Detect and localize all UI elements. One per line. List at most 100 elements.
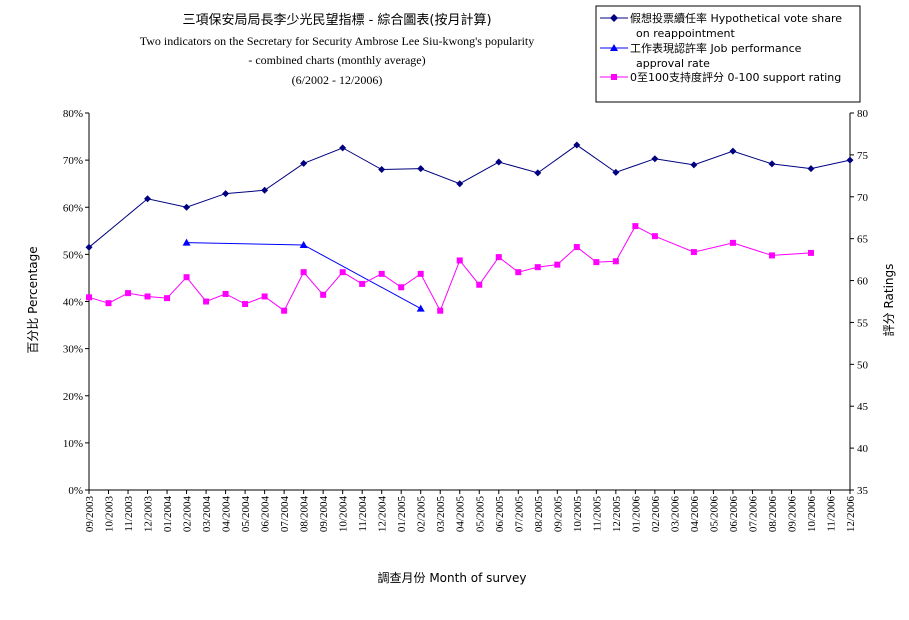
y-left-tick-label: 70%	[63, 155, 83, 167]
y-axis-right-ticks: 35 40 45 50 55 60 65 70 75 80	[850, 108, 869, 497]
y-left-tick-label: 60%	[63, 202, 83, 214]
data-point-square	[300, 269, 307, 276]
x-tick-label: 01/2004	[162, 496, 174, 533]
series-layer	[85, 141, 854, 314]
x-tick-label: 02/2004	[182, 496, 194, 533]
y-left-tick-label: 20%	[63, 391, 83, 403]
data-point-square	[554, 261, 561, 268]
x-tick-label: 11/2003	[123, 496, 135, 532]
y-left-tick-label: 80%	[63, 108, 83, 120]
legend-label-vote-share-1: 假想投票續任率 Hypothetical vote share	[630, 11, 842, 25]
x-tick-label: 05/2005	[474, 496, 486, 533]
y-left-tick-label: 50%	[63, 249, 83, 261]
data-point-square	[632, 223, 639, 230]
x-tick-label: 07/2004	[279, 496, 291, 533]
data-point-square	[359, 280, 366, 287]
series-1	[182, 238, 425, 312]
data-point-triangle	[299, 240, 308, 248]
chart-title-text: 三項保安局局長李少光民望指標 - 綜合圖表(按月計算)	[182, 12, 491, 28]
y-left-tick-label: 0%	[68, 485, 83, 497]
x-tick-label: 05/2004	[240, 496, 252, 533]
data-point-diamond	[85, 243, 93, 251]
data-point-diamond	[729, 147, 737, 155]
data-point-diamond	[300, 159, 308, 167]
x-tick-label: 07/2006	[747, 496, 759, 533]
data-point-diamond	[495, 158, 503, 166]
x-tick-label: 09/2003	[84, 496, 96, 533]
data-point-square	[125, 290, 132, 297]
x-tick-label: 09/2006	[786, 496, 798, 533]
y-left-tick-label: 10%	[63, 438, 83, 450]
data-point-square	[320, 291, 327, 298]
x-tick-label: 08/2006	[767, 496, 779, 533]
data-point-square	[378, 270, 385, 277]
data-point-square	[690, 249, 697, 256]
x-tick-label: 06/2004	[260, 496, 272, 533]
x-tick-label: 03/2005	[435, 496, 447, 533]
y-right-tick-label: 35	[857, 485, 869, 497]
y-right-tick-label: 75	[857, 150, 869, 162]
data-point-diamond	[846, 156, 854, 164]
data-point-diamond	[612, 168, 620, 176]
data-point-diamond	[222, 190, 230, 198]
x-tick-label: 08/2005	[533, 496, 545, 533]
y-right-tick-label: 70	[857, 192, 869, 204]
x-tick-label: 12/2006	[845, 496, 857, 533]
data-point-diamond	[768, 160, 776, 168]
x-tick-label: 07/2005	[513, 496, 525, 533]
x-tick-label: 01/2005	[396, 496, 408, 533]
y-axis-left-ticks: 0% 10% 20% 30% 40% 50% 60% 70% 80%	[63, 108, 89, 497]
y-axis-right-title: 評分 Ratings	[881, 264, 896, 337]
data-point-triangle	[416, 304, 425, 312]
legend-entry-vote-share: 假想投票續任率 Hypothetical vote share on reapp…	[600, 11, 842, 40]
x-tick-label: 06/2006	[728, 496, 740, 533]
legend-entry-support-rating: 0至100支持度評分 0-100 support rating	[600, 70, 841, 84]
data-point-square	[183, 274, 190, 281]
chart-title: 三項保安局局長李少光民望指標 - 綜合圖表(按月計算) Two indicato…	[140, 12, 535, 87]
data-point-square	[281, 307, 288, 314]
data-point-square	[768, 252, 775, 259]
square-marker-icon	[611, 74, 617, 80]
series-0	[85, 141, 854, 251]
x-axis-title: 調查月份 Month of survey	[378, 571, 527, 585]
data-point-diamond	[456, 180, 464, 188]
data-point-diamond	[417, 165, 425, 173]
legend-label-job-approval-2: approval rate	[636, 57, 710, 70]
series-2	[86, 223, 814, 314]
data-point-square	[398, 284, 405, 291]
x-axis-ticks: 09/2003 10/2003 11/2003 12/2003 01/2004 02/20…	[84, 490, 857, 532]
data-point-square	[612, 258, 619, 265]
x-tick-label: 11/2005	[591, 496, 603, 532]
x-tick-label: 04/2005	[455, 496, 467, 533]
data-point-diamond	[261, 186, 269, 194]
legend-entry-job-approval: 工作表現認許率 Job performance approval rate	[600, 41, 802, 70]
data-point-square	[534, 264, 541, 271]
data-point-diamond	[651, 155, 659, 163]
y-right-tick-label: 50	[857, 359, 869, 371]
data-point-square	[144, 293, 151, 300]
chart-subtitle-1: Two indicators on the Secretary for Secu…	[140, 34, 535, 48]
x-tick-label: 09/2004	[318, 496, 330, 533]
y-right-tick-label: 55	[857, 317, 869, 329]
data-point-diamond	[534, 169, 542, 177]
x-tick-label: 11/2006	[825, 496, 837, 532]
data-point-square	[495, 254, 502, 261]
x-tick-label: 10/2005	[572, 496, 584, 533]
plot-area: 09/2003 10/2003 11/2003 12/2003 01/2004 02/20…	[63, 108, 869, 532]
y-left-tick-label: 30%	[63, 344, 83, 356]
data-point-square	[86, 294, 92, 301]
data-point-square	[417, 270, 424, 277]
data-point-square	[261, 293, 268, 300]
chart-subtitle-3: (6/2002 - 12/2006)	[292, 73, 383, 87]
data-point-square	[593, 259, 600, 266]
data-point-square	[476, 281, 483, 288]
data-point-square	[242, 301, 249, 308]
diamond-marker-icon	[610, 14, 618, 22]
data-point-square	[203, 298, 210, 305]
x-tick-label: 09/2005	[552, 496, 564, 533]
data-point-triangle	[182, 238, 191, 246]
data-point-square	[651, 233, 658, 240]
x-tick-label: 05/2006	[708, 496, 720, 533]
legend-box	[595, 5, 861, 103]
